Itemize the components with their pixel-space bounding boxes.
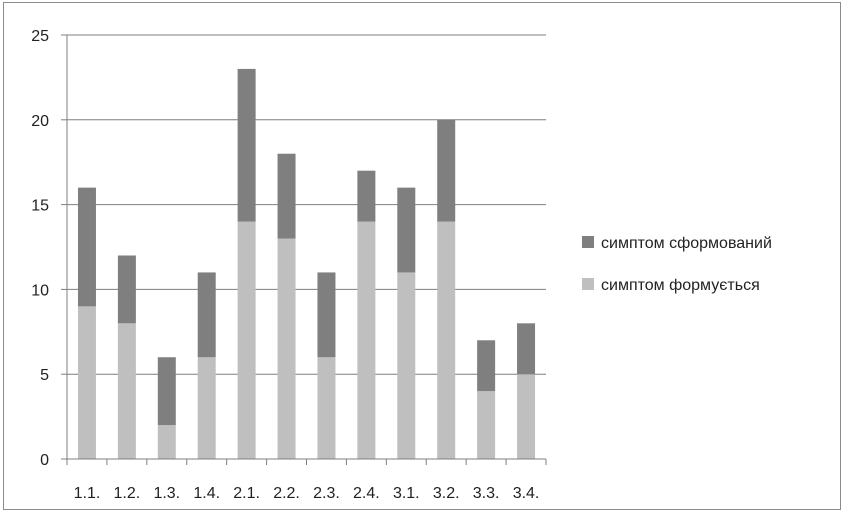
x-tick-label: 2.4. [353, 485, 380, 502]
y-tick-labels: 0 5 10 15 20 25 [31, 28, 49, 469]
legend-label: симптом формується [601, 277, 760, 294]
x-tick-label: 3.4. [513, 485, 540, 502]
bar-segment-formed [437, 119, 456, 222]
y-tick-label: 0 [40, 452, 49, 469]
x-tick-label: 3.2. [433, 485, 460, 502]
bar-segment-forming [477, 391, 496, 459]
legend-swatch [582, 236, 594, 248]
y-tick-label: 5 [40, 367, 49, 384]
gridlines [67, 34, 546, 375]
bar-segment-forming [77, 306, 96, 459]
legend-swatch [582, 278, 594, 290]
y-tick-label: 20 [31, 113, 49, 130]
bar-segment-formed [397, 187, 416, 273]
x-tick-label: 1.4. [193, 485, 220, 502]
x-tick-label: 2.1. [233, 485, 260, 502]
bar-segment-formed [517, 323, 536, 375]
axes [61, 34, 547, 465]
bar-segment-formed [157, 357, 176, 426]
y-tick-label: 15 [31, 198, 49, 215]
bar-segment-formed [77, 187, 96, 307]
bar-segment-forming [157, 425, 176, 459]
bar-segment-formed [477, 340, 496, 392]
bar-segment-formed [317, 272, 336, 358]
bar-segment-forming [437, 221, 456, 459]
x-tick-label: 2.3. [313, 485, 340, 502]
legend: симптом сформований симптом формується [582, 235, 772, 294]
bar-segment-forming [277, 238, 296, 459]
bar-segment-forming [317, 357, 336, 459]
bar-segment-formed [117, 255, 136, 324]
chart-frame [3, 2, 841, 510]
x-tick-label: 3.3. [473, 485, 500, 502]
bar-segment-forming [397, 272, 416, 459]
bars [77, 68, 536, 459]
x-tick-label: 1.3. [153, 485, 180, 502]
y-tick-label: 10 [31, 282, 49, 299]
bar-segment-formed [197, 272, 216, 358]
bar-segment-forming [517, 374, 536, 459]
x-tick-label: 3.1. [393, 485, 420, 502]
bar-segment-formed [237, 68, 256, 222]
bar-segment-forming [197, 357, 216, 459]
x-tick-label: 1.1. [74, 485, 101, 502]
y-tick-label: 25 [31, 28, 49, 45]
x-tick-label: 1.2. [114, 485, 141, 502]
bar-segment-formed [277, 153, 296, 239]
bar-segment-forming [237, 221, 256, 459]
x-tick-labels: 1.1. 1.2. 1.3. 1.4. 2.1. 2.2. 2.3. 2.4. 3.1. 3.2.… [74, 485, 540, 502]
bar-segment-formed [357, 170, 376, 222]
x-tick-label: 2.2. [273, 485, 300, 502]
legend-label: симптом сформований [601, 235, 772, 252]
bar-segment-forming [357, 221, 376, 459]
bar-segment-forming [117, 323, 136, 459]
